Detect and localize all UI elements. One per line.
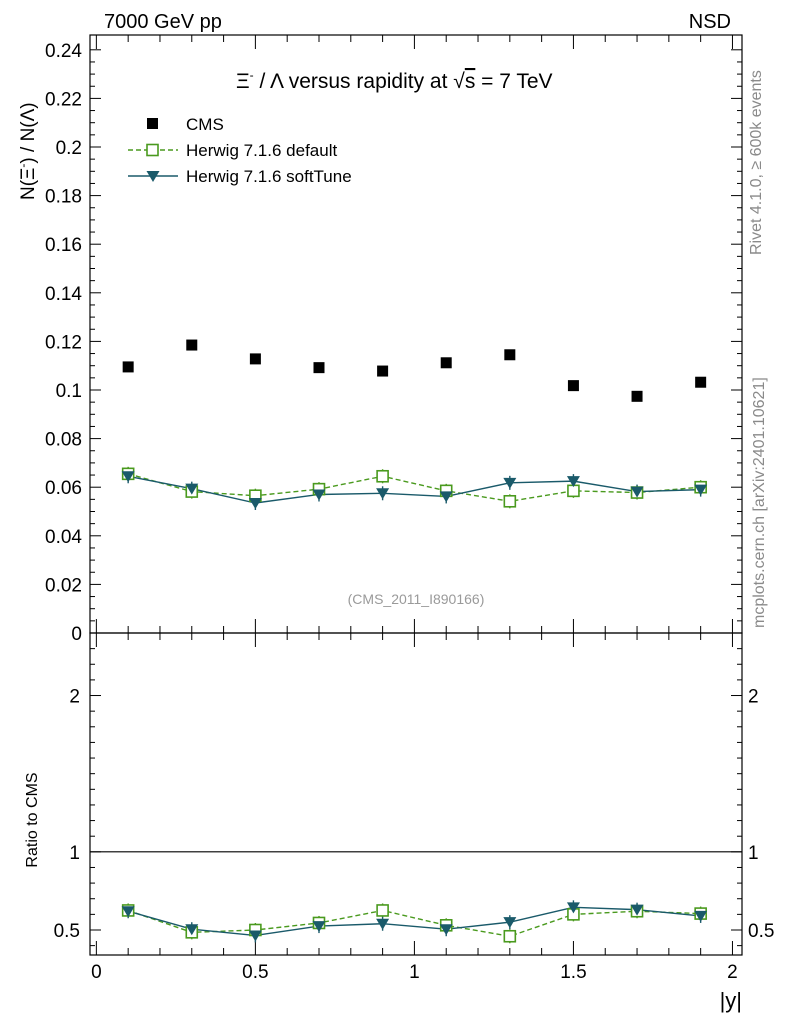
legend-cms-marker — [147, 118, 158, 129]
xtick-label: 2 — [727, 962, 738, 983]
title-mid: / Λ versus rapidity at — [254, 70, 454, 93]
ratio-ytick-label: 1 — [69, 843, 80, 864]
main-ylabel-pre: N(Ξ — [18, 168, 39, 200]
ratio-panel-frame — [89, 632, 743, 956]
ratio-default-point — [503, 929, 517, 943]
ratio-ytick-label-right: 0.5 — [748, 921, 774, 942]
ratio-softtune-line — [127, 906, 701, 937]
cms-point — [440, 357, 452, 369]
cms-point — [186, 339, 198, 351]
title-s: s — [465, 70, 476, 93]
cms-point — [122, 361, 134, 373]
ratio-default-point — [376, 904, 389, 917]
main-ylabel-sup: - — [16, 164, 30, 168]
legend-default-marker — [146, 143, 159, 157]
ratio-softtune-point — [376, 918, 390, 930]
main-ytick-label: 0.1 — [56, 381, 82, 402]
softtune-point — [694, 484, 708, 496]
softtune-line — [128, 475, 701, 504]
ratio-softtune-point — [121, 906, 135, 918]
default-point — [503, 494, 517, 508]
softtune-point — [630, 486, 644, 498]
softtune-point — [248, 497, 262, 509]
cms-point — [249, 353, 261, 365]
softtune-point — [376, 488, 390, 500]
cms-point — [504, 349, 516, 361]
main-ytick-label: 0.18 — [45, 187, 82, 208]
title-xi-sup: - — [250, 68, 254, 82]
main-ylabel: N(Ξ-) / N(Λ) — [16, 102, 39, 200]
softtune-point — [503, 477, 517, 489]
legend-softtune-marker — [146, 171, 160, 182]
xtick-label: 1 — [409, 962, 420, 983]
chart-title: Ξ- / Λ versus rapidity at √s = 7 TeV — [236, 68, 553, 93]
ratio-softtune-point — [312, 921, 326, 933]
softtune-point — [185, 483, 199, 495]
legend-default-label: Herwig 7.1.6 default — [186, 141, 337, 160]
xtick-label: 0 — [91, 962, 102, 983]
main-ytick-label: 0.16 — [45, 235, 82, 256]
ratio-ytick-label: 2 — [69, 687, 80, 708]
main-ytick-label: 0.06 — [45, 478, 82, 499]
title-xi: Ξ — [236, 70, 250, 93]
cms-point — [567, 380, 579, 392]
ratio-ytick-label: 0.5 — [54, 921, 80, 942]
main-ytick-label: 0 — [71, 624, 82, 645]
softtune-point — [439, 491, 453, 503]
ratio-softtune-point — [439, 924, 453, 936]
main-ytick-label: 0.24 — [45, 41, 82, 62]
legend: CMS Herwig 7.1.6 default Herwig 7.1.6 so… — [128, 115, 352, 186]
title-tail: = 7 TeV — [475, 70, 552, 93]
softtune-point — [566, 476, 580, 488]
ratio-softtune-point — [248, 930, 262, 942]
cms-point — [631, 390, 643, 402]
softtune-point — [121, 471, 135, 483]
main-ytick-label: 0.14 — [45, 284, 82, 305]
main-plot — [121, 339, 708, 510]
xtick-label: 0.5 — [242, 962, 268, 983]
ratio-ylabel: Ratio to CMS — [24, 772, 41, 867]
ratio-default-line — [127, 909, 701, 937]
source-label: mcplots.cern.ch [arXiv:2401.10621] — [751, 377, 768, 628]
ratio-softtune-point — [503, 917, 517, 929]
ratio-softtune-point — [630, 904, 644, 916]
ratio-softtune-point — [566, 902, 580, 914]
cms-point — [377, 365, 389, 377]
main-ytick-label: 0.22 — [45, 89, 82, 110]
default-point — [376, 469, 389, 483]
cms-point — [313, 362, 325, 374]
main-ytick-label: 0.12 — [45, 332, 82, 353]
ratio-ytick-label-right: 2 — [748, 687, 759, 708]
main-ytick-label: 0.2 — [56, 138, 82, 159]
cms-point — [695, 376, 707, 388]
generator-label: Rivet 4.1.0, ≥ 600k events — [748, 70, 765, 255]
ratio-softtune-point — [185, 924, 199, 936]
ratio-ytick-label-right: 1 — [748, 843, 759, 864]
main-ytick-label: 0.02 — [45, 575, 82, 596]
xtick-label: 1.5 — [560, 962, 586, 983]
main-ytick-label: 0.04 — [45, 527, 82, 548]
legend-softtune-label: Herwig 7.1.6 softTune — [186, 167, 352, 186]
ratio-softtune-point — [694, 910, 708, 922]
analysis-watermark: (CMS_2011_I890166) — [348, 591, 485, 607]
main-ytick-label: 0.08 — [45, 430, 82, 451]
x-axis-label: |y| — [720, 988, 742, 1013]
default-line — [127, 473, 701, 503]
header-right: NSD — [689, 11, 731, 33]
title-sqrt: √ — [453, 70, 465, 93]
main-ylabel-post: ) / N(Λ) — [18, 102, 39, 163]
legend-cms-label: CMS — [186, 115, 224, 134]
header-left: 7000 GeV pp — [104, 11, 222, 33]
ratio-plot — [121, 900, 708, 944]
softtune-point — [312, 489, 326, 501]
axis-ticks: 0 0.02 0.04 0.06 0.08 0.1 0.12 0.14 0.16 0.18 0.2 0… — [45, 35, 774, 983]
